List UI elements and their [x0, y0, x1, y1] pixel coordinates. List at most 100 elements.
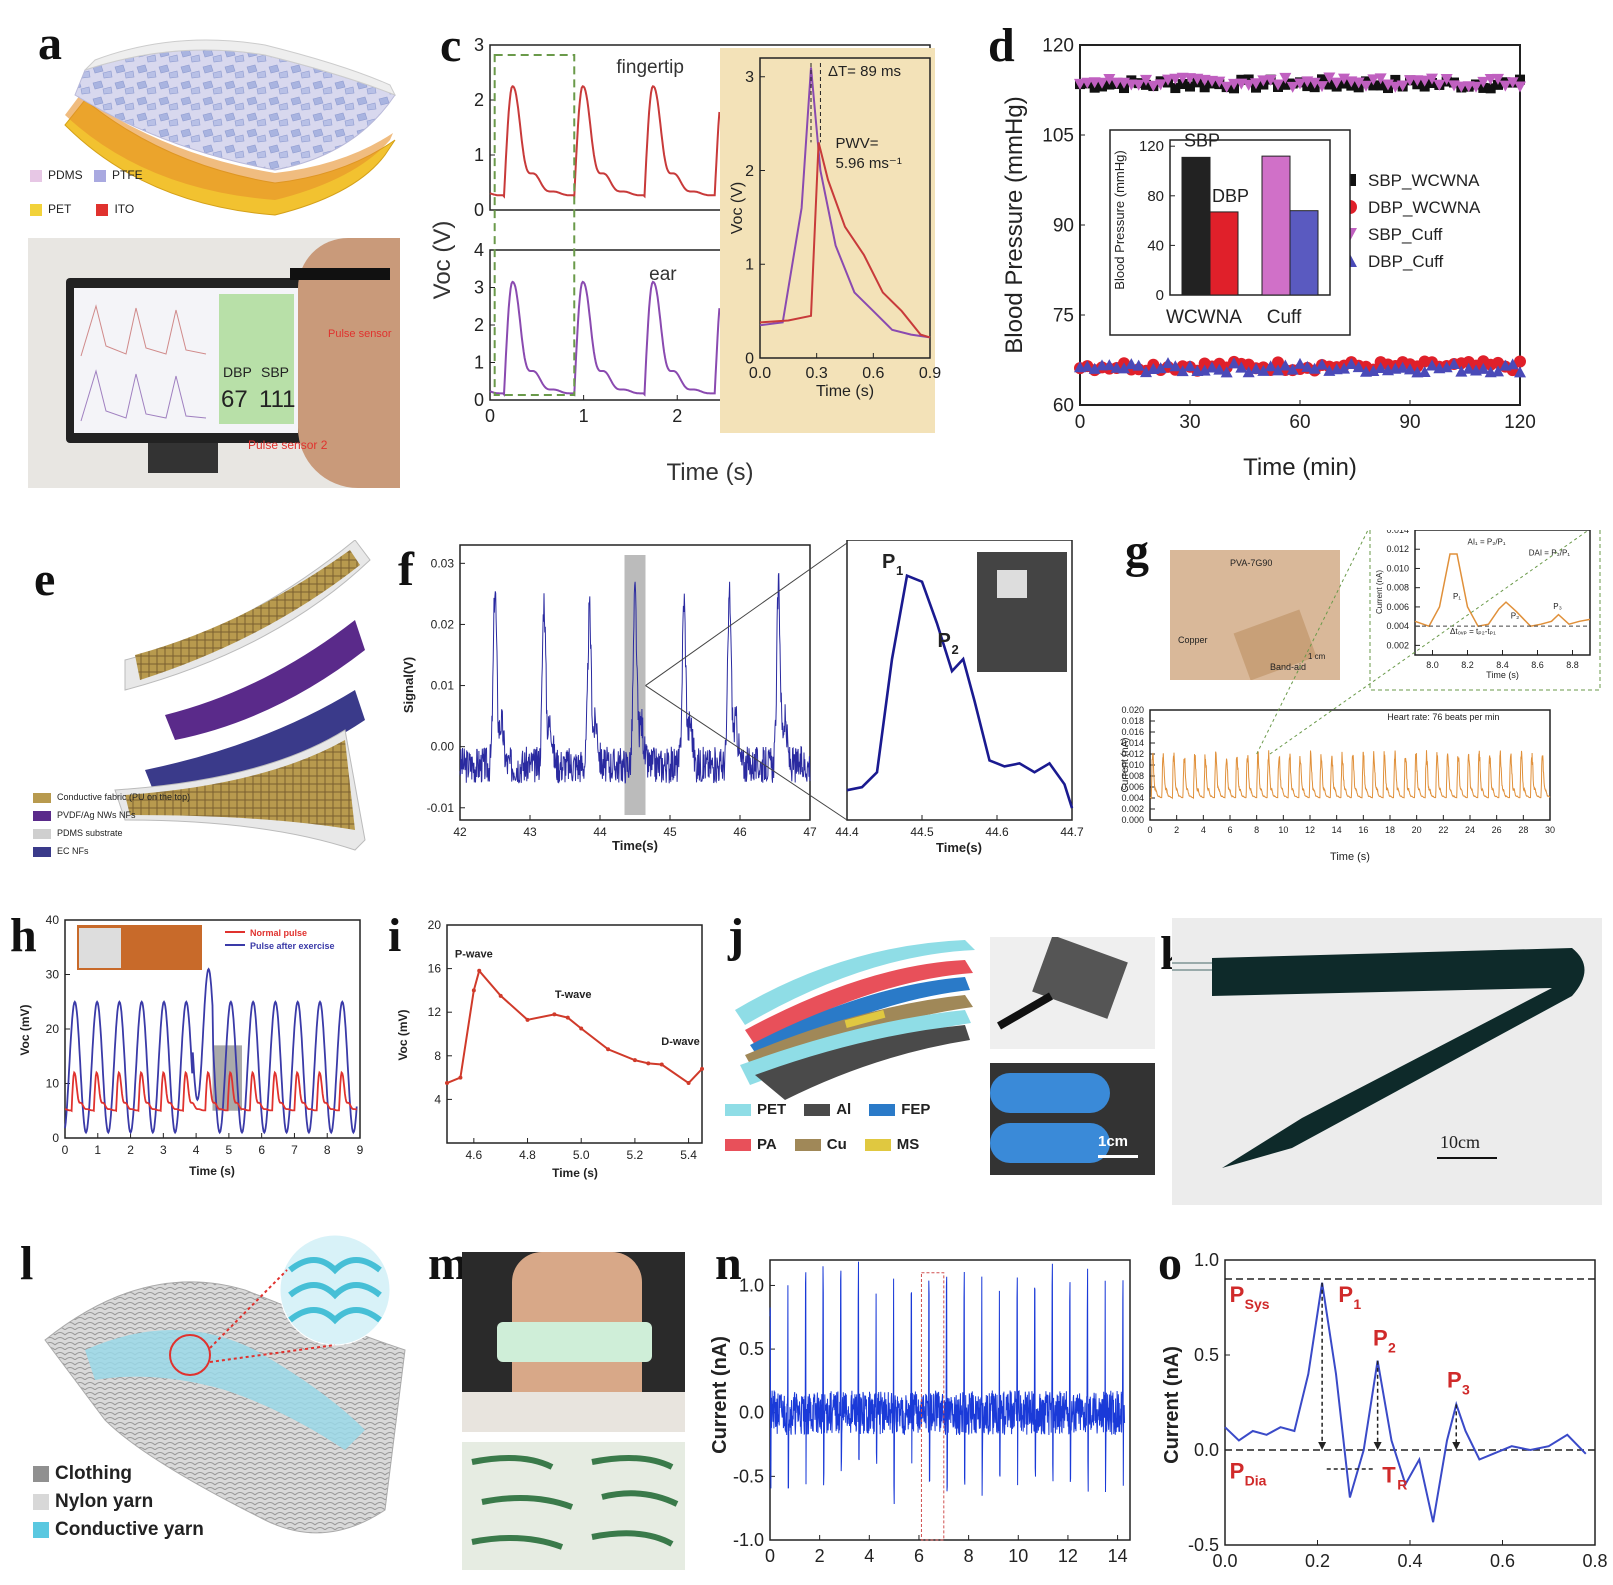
inset-g-frame	[1369, 530, 1601, 691]
marker-SBP_Cuff	[1330, 77, 1343, 89]
photo-j-device	[990, 937, 1155, 1049]
marker-SBP_Cuff	[1154, 79, 1167, 91]
y-tick-label: 1	[474, 353, 484, 373]
panel-i: 4.6 4.8 5.0 5.2 5.4 4 8 12 16 20 P-wave T-wave D-wav…	[385, 915, 715, 1205]
marker-SBP_Cuff	[1440, 74, 1453, 86]
y-tick-label: -0.5	[733, 1466, 764, 1486]
legend-conductive-fabric: Conductive fabric (PU on the top)	[33, 788, 293, 806]
marker-DBP_Cuff	[1374, 361, 1387, 373]
chart-c: 01230123401234fingertipearVoc (V)Time (s…	[429, 35, 941, 486]
marker-DBP_Cuff	[1367, 365, 1380, 377]
x-tick-label: 0.8	[1582, 1551, 1607, 1571]
p3-label-o-sub: 3	[1462, 1381, 1470, 1397]
fep-swatch	[869, 1104, 896, 1117]
current-trace-n	[769, 1261, 1126, 1505]
x-tick-label: 4	[864, 1546, 874, 1566]
marker-SBP_Cuff	[1499, 80, 1512, 92]
plot-frame	[1169, 139, 1331, 296]
device-film	[1032, 937, 1128, 1019]
ito-swatch	[96, 203, 109, 216]
pet-swatch	[30, 203, 42, 216]
f-zoom-x-label: Time(s)	[936, 840, 982, 855]
x-tick-label: 6	[914, 1546, 924, 1566]
ear-label: ear	[649, 264, 677, 285]
marker-SBP_WCWNA	[1324, 79, 1335, 90]
legend-pdms: PDMS PTFE	[30, 165, 210, 185]
marker-DBP_Cuff	[1506, 358, 1519, 370]
panel-label-j: j	[728, 909, 744, 962]
sensor-callout-2: Pulse sensor 2	[248, 438, 328, 452]
conductive-fabric-swatch	[33, 792, 51, 803]
tr-label-sub: R	[1397, 1476, 1407, 1492]
photo-scale-j: 1cm	[1098, 1133, 1129, 1150]
legend-j-fep-label: FEP	[901, 1101, 931, 1118]
panel-label-o: o	[1158, 1237, 1182, 1290]
panel-label-a: a	[38, 17, 62, 70]
marker-DBP_Cuff	[1140, 366, 1152, 378]
fabric-schematic-e	[114, 539, 371, 851]
marker-DBP_Cuff	[1198, 364, 1211, 376]
y-tick-label: 0.020	[1121, 705, 1144, 715]
pwv-label-2: 5.96 ms⁻¹	[836, 155, 902, 172]
x-tick-label: 8.2	[1461, 660, 1474, 670]
x-tick-label: 4.8	[519, 1148, 536, 1162]
x-tick-label: 42	[453, 825, 467, 839]
pulse-trace-o	[1224, 1282, 1587, 1523]
marker-SBP_Cuff	[1286, 81, 1299, 93]
zoom-connector-1	[645, 542, 848, 686]
ecg-wave-point	[525, 1017, 530, 1022]
pa-swatch	[725, 1139, 751, 1152]
g-p3-label: P₃	[1553, 602, 1562, 611]
ecg-wave-point	[498, 993, 503, 998]
panel-label-c: c	[440, 19, 462, 72]
legend-ito-label: ITO	[114, 202, 135, 216]
plot-frame	[459, 544, 811, 821]
panel-label-f: f	[398, 543, 414, 596]
y-tick-label: -0.5	[1188, 1535, 1219, 1555]
plot-frame	[759, 57, 931, 359]
c-y-axis-label: Voc (V)	[430, 221, 456, 300]
marker-DBP_Cuff	[1132, 359, 1145, 371]
screen-dbp-label: DBP	[223, 364, 252, 380]
y-tick-label: 90	[1053, 215, 1074, 236]
heart-rate-label: Heart rate: 76 beats per min	[1387, 712, 1499, 722]
marker-SBP_Cuff	[1147, 80, 1160, 92]
x-tick-label: 0.0	[749, 365, 771, 382]
marker-DBP_Cuff	[1184, 360, 1196, 372]
x-tick-label: 90	[1399, 412, 1420, 433]
chart-i: 4.6 4.8 5.0 5.2 5.4 4 8 12 16 20 P-wave T-wave D-wav…	[396, 918, 704, 1180]
tweezer	[997, 992, 1053, 1030]
y-tick-label: 3	[474, 278, 484, 298]
panel-label-l: l	[20, 1237, 34, 1290]
marker-DBP_Cuff	[1279, 359, 1292, 371]
marker-DBP_Cuff	[1462, 362, 1475, 374]
x-tick-label: 14	[1332, 825, 1342, 835]
inset-bar-d	[1209, 211, 1239, 296]
zoom-trace-f	[846, 573, 1074, 809]
marker-SBP_Cuff	[1470, 81, 1482, 93]
y-tick-label: 4	[434, 1092, 441, 1106]
d-y-axis-label: Blood Pressure (mmHg)	[1001, 96, 1028, 353]
marker-SBP_Cuff	[1140, 74, 1152, 86]
ecg-wave-point	[445, 1081, 449, 1086]
al-swatch	[804, 1104, 831, 1117]
y-tick-label: 20	[46, 1022, 60, 1036]
x-tick-label: 1	[579, 406, 589, 426]
marker-DBP_Cuff	[1514, 366, 1526, 378]
y-tick-label: 0.002	[1121, 804, 1144, 814]
ecg-wave-point	[700, 1066, 704, 1071]
marker-DBP_Cuff	[1154, 362, 1167, 374]
panel-label-g: g	[1125, 525, 1149, 578]
marker-DBP_Cuff	[1477, 362, 1490, 374]
y-tick-label: 2	[474, 90, 484, 110]
y-tick-label: 10	[46, 1077, 60, 1091]
x-tick-label: 0	[62, 1143, 69, 1157]
y-tick-label: 75	[1053, 305, 1074, 326]
inset-d-y-label: Blood Pressure (mmHg)	[1112, 150, 1127, 289]
marker-DBP_Cuff	[1418, 366, 1431, 378]
g-p2-label: P₂	[1511, 611, 1519, 620]
marker-SBP_WCWNA	[1170, 83, 1181, 94]
highlight-box-f	[624, 555, 646, 815]
ecg-wave-point	[632, 1058, 637, 1063]
panel-h: 0 1 2 3 4 5 6 7 8 9 0 10 20 30 40 Normal pulse Pulse aft…	[15, 913, 385, 1205]
